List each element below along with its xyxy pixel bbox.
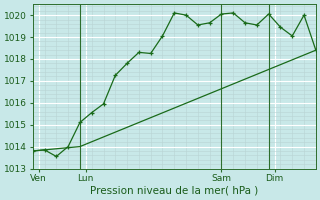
X-axis label: Pression niveau de la mer( hPa ): Pression niveau de la mer( hPa ) (90, 186, 259, 196)
